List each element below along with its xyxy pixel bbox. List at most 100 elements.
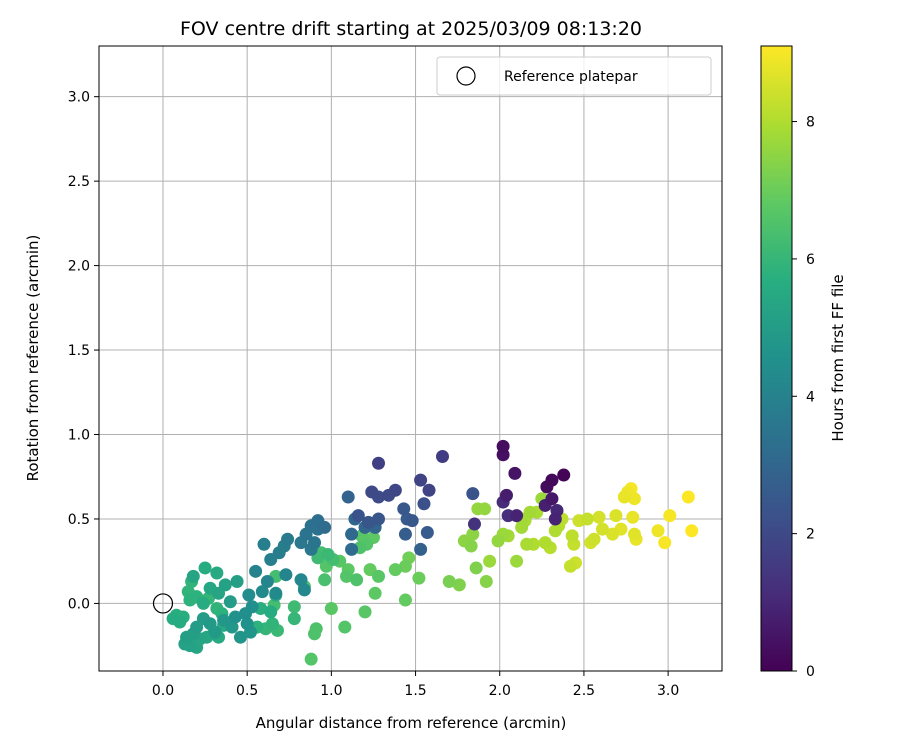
x-tick-label: 1.0: [320, 683, 342, 699]
data-point: [545, 492, 559, 506]
data-point: [508, 466, 522, 480]
data-point: [217, 613, 231, 627]
data-point: [372, 512, 386, 526]
plot-frame: [98, 45, 723, 672]
data-point: [398, 527, 412, 541]
data-point: [523, 505, 537, 519]
data-point: [318, 573, 332, 587]
legend: Reference platepar: [436, 56, 712, 96]
colorbar-tick-label: 8: [806, 115, 815, 131]
data-point: [218, 578, 232, 592]
y-tick-label: 2.0: [68, 259, 90, 275]
data-point: [414, 542, 428, 556]
data-point: [180, 630, 194, 644]
data-points: [166, 439, 699, 666]
data-point: [479, 574, 493, 588]
data-point: [405, 514, 419, 528]
x-axis-label: Angular distance from reference (arcmin): [256, 714, 567, 732]
data-point: [358, 605, 372, 619]
data-point: [242, 588, 256, 602]
colorbar-label: Hours from first FF file: [829, 274, 847, 441]
data-point: [304, 652, 318, 666]
data-point: [510, 509, 524, 523]
data-point: [166, 612, 180, 626]
data-point: [627, 527, 641, 541]
x-tick-label: 1.5: [404, 683, 426, 699]
data-point: [651, 524, 665, 538]
colorbar-tick-label: 6: [806, 252, 815, 268]
data-point: [557, 468, 571, 482]
data-point: [499, 488, 513, 502]
data-point: [368, 586, 382, 600]
data-point: [272, 546, 286, 560]
data-point: [228, 610, 242, 624]
data-point: [321, 547, 335, 561]
data-point: [417, 497, 431, 511]
grid: [99, 46, 722, 671]
data-point: [580, 512, 594, 526]
data-point: [592, 510, 606, 524]
data-point: [565, 529, 579, 543]
data-point: [203, 617, 217, 631]
data-point: [294, 573, 308, 587]
data-point: [318, 520, 332, 534]
data-point: [233, 630, 247, 644]
data-point: [442, 574, 456, 588]
data-point: [681, 490, 695, 504]
data-point: [658, 536, 672, 550]
colorbar-tick-label: 0: [806, 664, 815, 680]
data-point: [365, 485, 379, 499]
data-point: [372, 456, 386, 470]
data-point: [520, 537, 534, 551]
data-point: [388, 483, 402, 497]
reference-marker-layer: [152, 593, 174, 614]
y-tick-label: 1.0: [68, 428, 90, 444]
data-point: [587, 532, 601, 546]
data-point: [269, 586, 283, 600]
data-point: [420, 525, 434, 539]
data-point: [412, 571, 426, 585]
data-point: [563, 559, 577, 573]
data-point: [297, 583, 311, 597]
y-axis-ticks: 0.0 0.5 1.0 1.5 2.0 2.5 3.0: [68, 90, 99, 612]
data-point: [287, 600, 301, 614]
data-point: [388, 563, 402, 577]
data-point: [452, 578, 466, 592]
data-point: [350, 573, 364, 587]
y-tick-label: 2.5: [68, 174, 90, 190]
data-point: [281, 532, 295, 546]
chart-title: FOV centre drift starting at 2025/03/09 …: [180, 18, 642, 40]
x-tick-label: 2.0: [489, 683, 511, 699]
colorbar-gradient: [760, 45, 793, 672]
data-point: [341, 490, 355, 504]
data-point: [685, 524, 699, 538]
data-point: [595, 522, 609, 536]
data-point: [308, 536, 322, 550]
data-point: [398, 559, 412, 573]
data-point: [308, 627, 322, 641]
data-point: [345, 527, 359, 541]
y-tick-label: 3.0: [68, 90, 90, 106]
data-point: [230, 574, 244, 588]
data-point: [372, 569, 386, 583]
data-point: [338, 620, 352, 634]
x-tick-label: 0.0: [152, 683, 174, 699]
data-point: [345, 542, 359, 556]
colorbar-ticks: 0 2 4 6 8: [792, 115, 815, 680]
data-point: [491, 534, 505, 548]
data-point: [469, 561, 483, 575]
data-point: [223, 595, 237, 609]
legend-entry-reference: Reference platepar: [504, 69, 638, 85]
colorbar-tick-label: 2: [806, 527, 815, 543]
data-point: [260, 574, 274, 588]
data-point: [196, 596, 210, 610]
colorbar: 0 2 4 6 8 Hours from first FF file: [760, 45, 847, 680]
data-point: [279, 568, 293, 582]
data-point: [626, 510, 640, 524]
data-point: [324, 602, 338, 615]
data-point: [265, 617, 279, 631]
data-point: [510, 554, 524, 568]
data-point: [414, 473, 428, 487]
data-point: [663, 509, 677, 523]
data-point: [466, 487, 480, 501]
